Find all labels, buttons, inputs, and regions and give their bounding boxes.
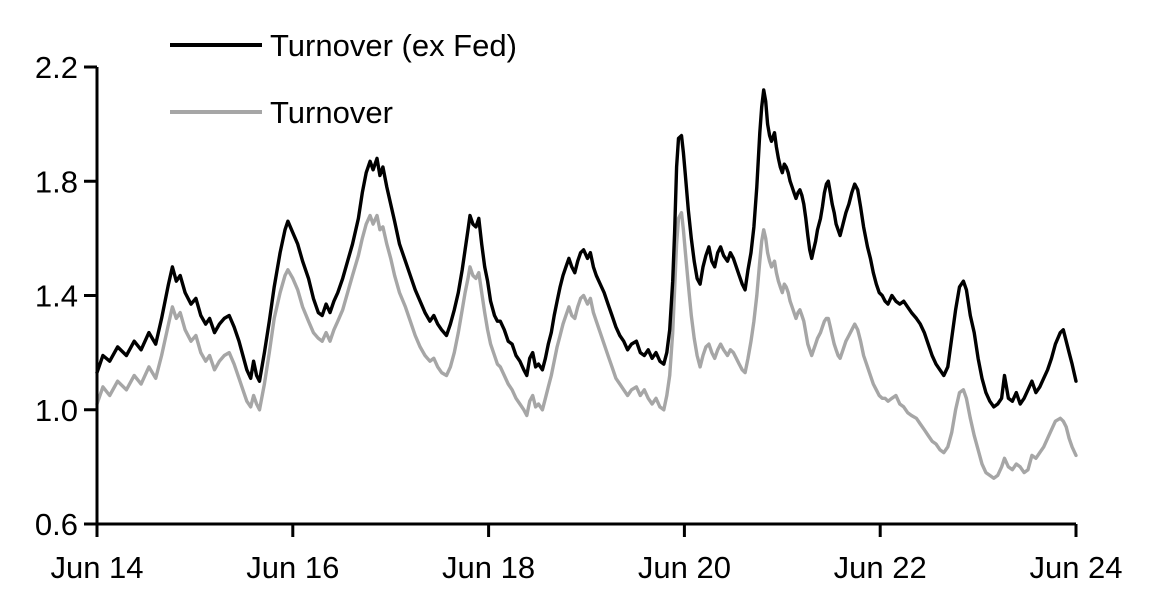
legend: Turnover (ex Fed) Turnover [170,28,517,130]
plot-area [95,88,1078,480]
legend-label-exfed: Turnover (ex Fed) [270,28,517,63]
axis-line [95,67,1076,526]
y-tick-label: 0.6 [35,507,78,542]
y-tick-label: 1.8 [35,164,78,199]
x-tick-label: Jun 24 [1029,550,1122,585]
turnover-exfed-line [95,88,1078,409]
y-tick-label: 1.0 [35,393,78,428]
axes: 2.2 1.8 1.4 1.0 0.6 Jun 14 Jun 16 Jun 18 Jun 20 J… [35,50,1123,585]
x-tick-label: Jun 18 [442,550,535,585]
x-tick-label: Jun 14 [50,550,143,585]
y-tick-label: 2.2 [35,50,78,85]
x-tick-label: Jun 20 [638,550,731,585]
x-tick-label: Jun 16 [246,550,339,585]
x-tick-label: Jun 22 [834,550,927,585]
legend-label-turnover: Turnover [270,95,393,130]
turnover-line [95,210,1078,480]
y-tick-label: 1.4 [35,279,78,314]
